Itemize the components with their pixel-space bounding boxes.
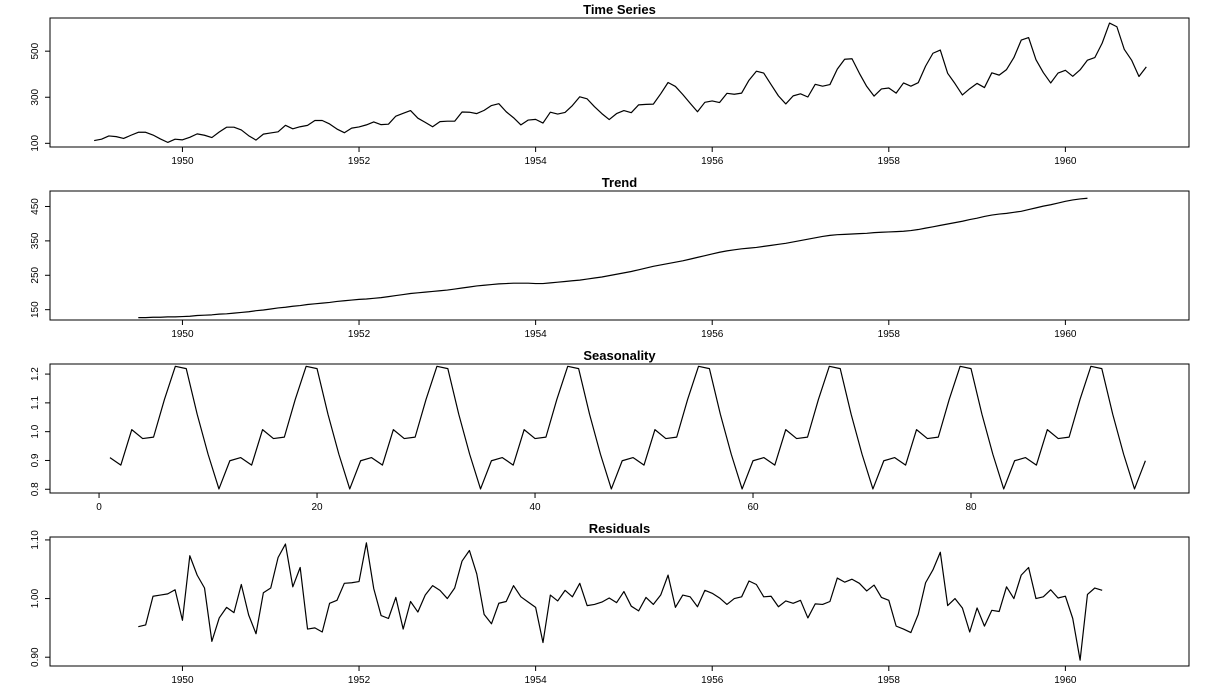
seasonality-y-tick-label: 1.2	[30, 367, 41, 381]
time-series-series-line	[94, 22, 1147, 143]
residuals-x-tick-label: 1960	[1054, 675, 1077, 686]
residuals-plot-frame	[49, 536, 1190, 667]
seasonality-x-tick-label: 60	[747, 502, 759, 513]
trend-x-tick-label: 1954	[524, 329, 547, 340]
seasonality-plot-frame	[49, 363, 1190, 494]
time-series-x-tick-label: 1960	[1054, 156, 1077, 167]
trend-y-tick-label: 150	[30, 301, 41, 318]
residuals-y-tick-label: 0.90	[30, 647, 41, 667]
seasonality-x-tick-label: 80	[965, 502, 977, 513]
trend-x-tick-label: 1958	[878, 329, 901, 340]
trend-y-tick-label: 450	[30, 198, 41, 215]
time-series-x-tick-label: 1952	[348, 156, 371, 167]
time-series-y-tick-label: 500	[30, 42, 41, 59]
time-series-y-tick-label: 100	[30, 135, 41, 152]
trend-y-tick-label: 350	[30, 232, 41, 249]
residuals-y-tick-label: 1.10	[30, 530, 41, 550]
seasonality-x-tick-label: 0	[96, 502, 102, 513]
time-series-y-tick-label: 300	[30, 88, 41, 105]
residuals-x-tick-label: 1958	[878, 675, 901, 686]
trend-y-tick-label: 250	[30, 267, 41, 284]
time-series-x-tick-label: 1958	[878, 156, 901, 167]
residuals-panel: Residuals 1950 1952 1954 1956 1958 1960 0.90 1.0…	[30, 521, 1190, 686]
seasonality-y-tick-label: 1.1	[30, 395, 41, 409]
residuals-x-tick-label: 1954	[524, 675, 547, 686]
seasonality-series-line	[109, 365, 1146, 490]
residuals-x-tick-label: 1952	[348, 675, 371, 686]
time-series-x-tick-label: 1956	[701, 156, 724, 167]
trend-series-line	[138, 197, 1088, 319]
residuals-x-tick-label: 1956	[701, 675, 724, 686]
seasonality-y-tick-label: 0.9	[30, 453, 41, 467]
trend-title: Trend	[602, 175, 637, 190]
residuals-series-line	[138, 542, 1103, 661]
residuals-title: Residuals	[589, 521, 650, 536]
seasonality-title: Seasonality	[583, 348, 656, 363]
seasonality-y-tick-label: 0.8	[30, 482, 41, 496]
trend-x-tick-label: 1960	[1054, 329, 1077, 340]
trend-x-tick-label: 1956	[701, 329, 724, 340]
time-series-panel: Time Series 1950 1952 1954 1956 1958 1960 100 30…	[30, 2, 1190, 167]
time-series-x-tick-label: 1954	[524, 156, 547, 167]
seasonality-x-tick-label: 40	[529, 502, 541, 513]
time-series-x-tick-label: 1950	[171, 156, 194, 167]
trend-x-tick-label: 1950	[171, 329, 194, 340]
trend-panel: Trend 1950 1952 1954 1956 1958 1960 150 250 350 45…	[30, 175, 1190, 340]
trend-plot-frame	[49, 190, 1190, 321]
time-series-plot-frame	[49, 17, 1190, 148]
seasonality-x-tick-label: 20	[311, 502, 323, 513]
trend-x-tick-label: 1952	[348, 329, 371, 340]
time-series-title: Time Series	[583, 2, 656, 17]
residuals-y-tick-label: 1.00	[30, 588, 41, 608]
seasonality-y-tick-label: 1.0	[30, 424, 41, 438]
residuals-x-tick-label: 1950	[171, 675, 194, 686]
seasonality-panel: Seasonality 0 20 40 60 80 0.8 0.9 1.0 1.1 1.2	[30, 348, 1190, 513]
